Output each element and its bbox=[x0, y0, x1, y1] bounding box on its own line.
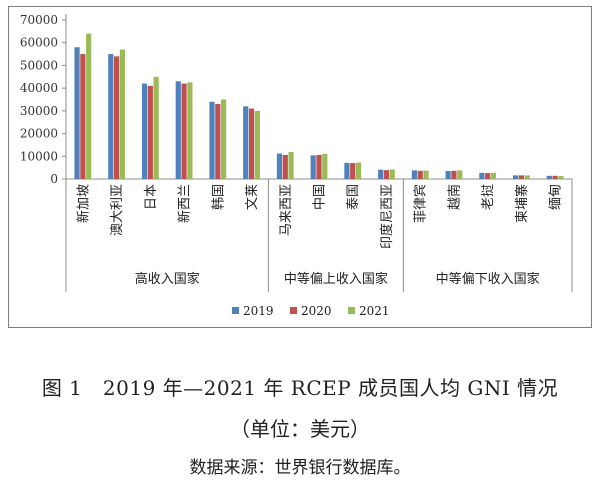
bar-2021 bbox=[490, 172, 497, 179]
chart-frame bbox=[8, 6, 592, 328]
bar-2020 bbox=[282, 154, 288, 179]
y-tick-label: 0 bbox=[50, 172, 58, 186]
x-tick-label: 马来西亚 bbox=[279, 184, 294, 236]
x-tick-label: 新加坡 bbox=[75, 184, 91, 223]
bar-2019 bbox=[513, 175, 519, 179]
y-tick-label: 40000 bbox=[20, 81, 58, 95]
bar-2019 bbox=[546, 175, 552, 179]
bar-2019 bbox=[344, 162, 350, 179]
x-tick-label: 泰国 bbox=[346, 184, 361, 210]
x-tick-label: 澳大利亚 bbox=[109, 184, 125, 236]
bar-chart: 0 10000 20000 30000 40000 50000 60000 70000 新加坡 澳… bbox=[20, 13, 573, 318]
bar-2020 bbox=[248, 108, 255, 179]
legend-swatch-2021 bbox=[348, 307, 355, 314]
bar-2019 bbox=[479, 172, 485, 179]
bar-2021 bbox=[322, 154, 328, 179]
bar-2019 bbox=[74, 47, 80, 180]
bar-2020 bbox=[518, 175, 524, 179]
x-tick-label: 越南 bbox=[446, 184, 462, 210]
legend-label-2020: 2020 bbox=[301, 304, 332, 318]
bar-2019 bbox=[445, 171, 451, 179]
bar-2021 bbox=[187, 82, 193, 179]
bar-2020 bbox=[451, 170, 457, 179]
y-tick-label: 20000 bbox=[20, 127, 58, 141]
bar-2021 bbox=[119, 49, 125, 179]
bar-2020 bbox=[147, 85, 153, 179]
bar-2021 bbox=[389, 169, 395, 179]
x-tick-label: 新西兰 bbox=[177, 184, 193, 223]
bar-2019 bbox=[141, 83, 148, 179]
bar-2020 bbox=[316, 154, 322, 179]
bar-2021 bbox=[288, 151, 294, 179]
bar-2019 bbox=[378, 169, 384, 179]
y-tick-label: 10000 bbox=[20, 149, 58, 163]
figure-source: 数据来源：世界银行数据库。 bbox=[189, 458, 411, 478]
bar-2019 bbox=[243, 106, 249, 179]
group-label: 高收入国家 bbox=[135, 271, 200, 287]
x-tick-label: 菲律宾 bbox=[413, 184, 429, 223]
bar-2019 bbox=[209, 101, 215, 179]
bar-2019 bbox=[175, 81, 181, 179]
bar-2021 bbox=[221, 99, 227, 179]
bar-2020 bbox=[181, 83, 187, 179]
bar-2020 bbox=[485, 173, 491, 179]
legend-swatch-2019 bbox=[232, 307, 239, 314]
legend-label-2019: 2019 bbox=[243, 304, 274, 318]
bar-2021 bbox=[86, 33, 92, 179]
bar-2021 bbox=[254, 110, 260, 179]
bar-2020 bbox=[80, 54, 86, 179]
x-tick-label: 印度尼西亚 bbox=[379, 184, 395, 249]
x-tick-label: 柬埔寨 bbox=[514, 184, 530, 223]
x-tick-label: 中国 bbox=[313, 184, 328, 210]
legend-swatch-2020 bbox=[290, 307, 297, 314]
bar-2019 bbox=[276, 153, 283, 179]
legend-label-2021: 2021 bbox=[359, 304, 390, 318]
figure-unit: （单位：美元） bbox=[230, 417, 370, 441]
bar-2021 bbox=[355, 162, 362, 179]
bar-2021 bbox=[524, 175, 530, 179]
bar-2019 bbox=[310, 155, 316, 179]
x-tick-label: 韩国 bbox=[211, 184, 226, 210]
group-label: 中等偏下收入国家 bbox=[436, 271, 540, 287]
bar-2021 bbox=[423, 170, 429, 179]
x-tick-label: 缅甸 bbox=[549, 184, 564, 210]
bar-2020 bbox=[114, 56, 120, 180]
bar-2020 bbox=[383, 170, 390, 179]
y-tick-label: 50000 bbox=[20, 58, 58, 72]
bar-2020 bbox=[350, 163, 356, 179]
bar-2020 bbox=[552, 175, 558, 179]
x-tick-label: 文莱 bbox=[245, 184, 260, 210]
figure-title: 图 1 2019 年—2021 年 RCEP 成员国人均 GNI 情况 bbox=[41, 376, 559, 400]
y-tick-label: 60000 bbox=[20, 36, 58, 50]
bar-2020 bbox=[215, 104, 221, 179]
x-tick-label: 老挝 bbox=[481, 184, 496, 210]
y-tick-label: 30000 bbox=[20, 104, 58, 118]
y-tick-label: 70000 bbox=[20, 13, 58, 27]
bar-2021 bbox=[457, 170, 463, 179]
bar-2021 bbox=[558, 176, 564, 179]
bar-2019 bbox=[108, 54, 114, 179]
x-tick-label: 日本 bbox=[144, 184, 159, 210]
bar-2020 bbox=[417, 170, 423, 179]
bar-2021 bbox=[153, 76, 159, 179]
bar-2019 bbox=[411, 170, 417, 179]
group-label: 中等偏上收入国家 bbox=[284, 271, 388, 287]
